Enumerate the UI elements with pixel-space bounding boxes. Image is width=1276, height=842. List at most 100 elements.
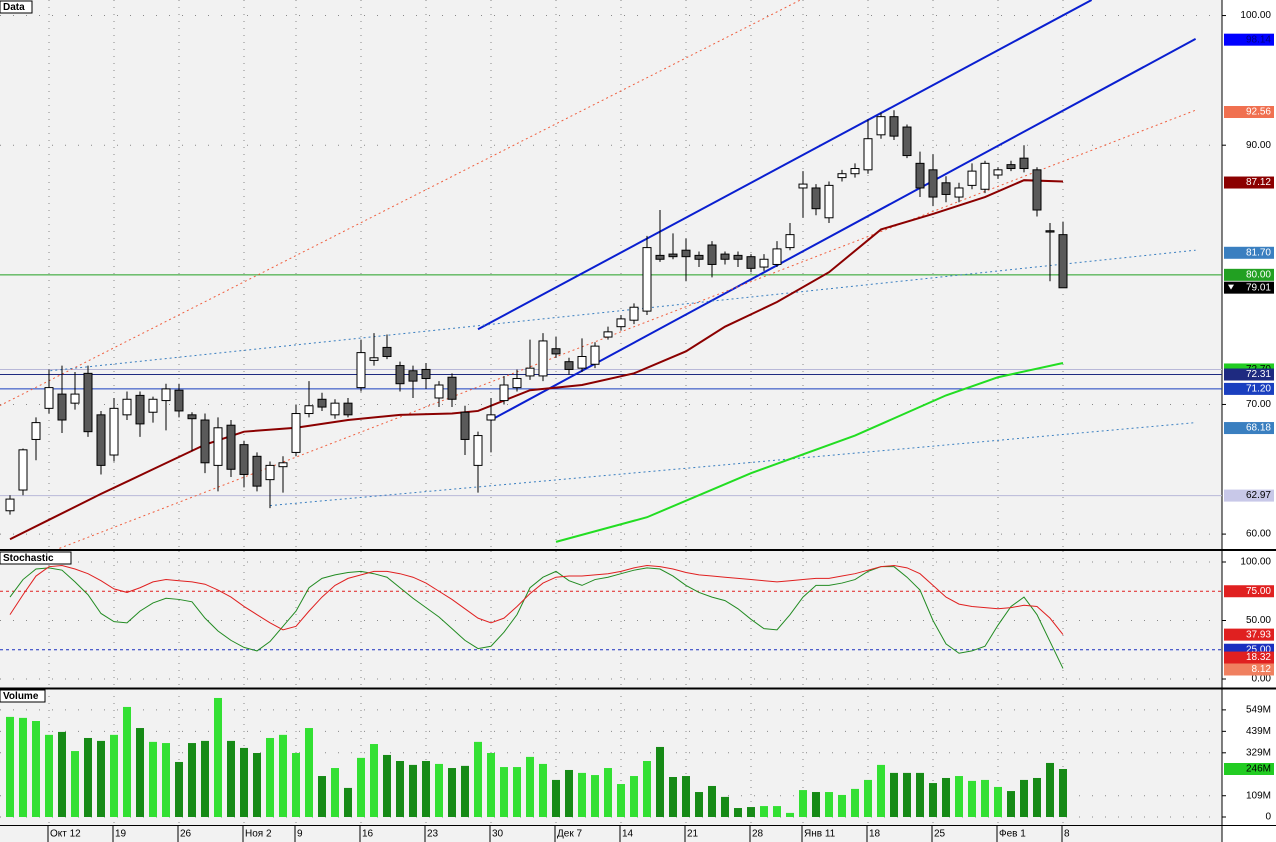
candle-body xyxy=(161,388,171,402)
candle-body xyxy=(96,414,106,466)
volume-bar xyxy=(1020,779,1028,817)
candle-body xyxy=(421,368,431,380)
volume-bar xyxy=(71,751,79,817)
candle-body xyxy=(460,411,470,440)
candle-body xyxy=(980,162,990,190)
x-tick-label: 21 xyxy=(687,829,699,840)
volume-bar xyxy=(279,734,287,817)
candle-body xyxy=(434,384,444,399)
volume-bar xyxy=(292,753,300,817)
volume-bar xyxy=(539,763,547,817)
marker-label: 8.12 xyxy=(1252,664,1272,675)
volume-bar xyxy=(214,697,222,817)
axes: 100.0090.0070.0060.0098.1492.5687.1281.7… xyxy=(47,10,1274,842)
candle-body xyxy=(941,182,951,195)
candle-body xyxy=(135,394,145,425)
candle-body xyxy=(1045,230,1055,233)
volume-bar xyxy=(981,779,989,817)
candle-body xyxy=(343,402,353,416)
candle-body xyxy=(122,398,132,416)
candle-body xyxy=(564,361,574,370)
x-tick-label: Фев 1 xyxy=(999,829,1026,840)
volume-bar xyxy=(500,767,508,817)
marker-arrow xyxy=(1228,284,1234,290)
value-marker xyxy=(1224,246,1274,259)
candle-body xyxy=(863,138,873,171)
volume-bar xyxy=(370,744,378,817)
volume-bar xyxy=(6,716,14,817)
trend-line xyxy=(490,38,1197,421)
moving-average xyxy=(555,361,1064,543)
x-tick-label: Янв 11 xyxy=(804,829,836,840)
value-marker xyxy=(1224,368,1274,381)
volume-bar xyxy=(643,761,651,817)
value-marker xyxy=(1224,281,1274,294)
volume-bar xyxy=(32,721,40,817)
axis-panel xyxy=(1222,0,1276,842)
candle-body xyxy=(590,345,600,365)
x-tick-label: 8 xyxy=(1064,829,1070,840)
candle-body xyxy=(928,169,938,198)
volume-bar xyxy=(474,741,482,817)
volume-bar xyxy=(864,779,872,817)
candle-body xyxy=(551,348,561,355)
y-tick-label: 100.00 xyxy=(1240,557,1271,568)
x-tick-label: 16 xyxy=(362,829,374,840)
x-tick-label: Дек 7 xyxy=(557,829,582,840)
marker-label: 18.32 xyxy=(1246,652,1271,663)
value-marker xyxy=(1224,382,1274,395)
candle-body xyxy=(31,422,41,440)
pane-title: Stochastic xyxy=(3,553,54,564)
volume-bar xyxy=(890,772,898,817)
value-marker xyxy=(1224,33,1274,46)
volume-bar xyxy=(942,777,950,817)
volume-bar xyxy=(760,806,768,817)
candle-body xyxy=(148,398,158,413)
candle-body xyxy=(187,414,197,420)
volume-bar xyxy=(604,768,612,817)
candle-body xyxy=(759,258,769,268)
volume-bar xyxy=(929,783,937,817)
marker-label: 62.97 xyxy=(1246,490,1271,501)
volume-bar xyxy=(591,775,599,817)
stochastic-line xyxy=(9,566,1064,669)
volume-bar xyxy=(916,772,924,817)
volume-bar xyxy=(409,764,417,817)
volume-bar xyxy=(84,737,92,817)
candle-body xyxy=(1019,157,1029,170)
marker-label: 81.70 xyxy=(1246,247,1271,258)
volume-bar xyxy=(812,792,820,817)
value-marker xyxy=(1224,663,1274,676)
value-marker xyxy=(1224,422,1274,435)
candle-body xyxy=(317,398,327,408)
x-tick-label: Ноя 2 xyxy=(245,829,272,840)
value-marker xyxy=(1224,268,1274,281)
candle-body xyxy=(174,389,184,412)
y-tick-label: 70.00 xyxy=(1246,399,1271,410)
volume-bar xyxy=(487,753,495,817)
volume-bar xyxy=(448,768,456,817)
candle-body xyxy=(954,187,964,198)
volume-bar xyxy=(58,731,66,817)
candle-body xyxy=(239,444,249,475)
volume-bar xyxy=(201,740,209,817)
candle-body xyxy=(642,247,652,312)
candle-body xyxy=(291,413,301,453)
volume-bar xyxy=(838,794,846,817)
volume-bar xyxy=(851,788,859,817)
volume-bar xyxy=(383,754,391,817)
volume-bar xyxy=(799,790,807,817)
candle-body xyxy=(473,435,483,466)
trend-line xyxy=(50,249,1196,372)
y-tick-label: 439M xyxy=(1246,726,1271,737)
candle-body xyxy=(5,498,15,512)
volume-bar xyxy=(227,740,235,817)
volume-bar xyxy=(45,734,53,817)
candle-body xyxy=(629,306,639,321)
x-tick-label: 14 xyxy=(622,829,634,840)
candle-body xyxy=(850,168,860,175)
candle-body xyxy=(109,407,119,456)
marker-label: 87.12 xyxy=(1246,177,1271,188)
volume-bar xyxy=(617,784,625,817)
volume-bar xyxy=(396,761,404,817)
